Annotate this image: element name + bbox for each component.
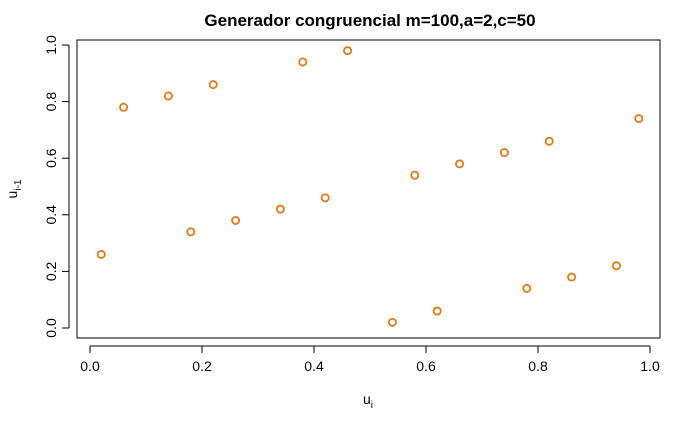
data-point <box>634 114 644 124</box>
data-point <box>231 215 241 225</box>
x-axis: 0.0 0.2 0.4 0.6 0.8 1.0 <box>80 345 660 374</box>
x-tick-label: 0.8 <box>528 358 548 374</box>
data-point <box>522 283 532 293</box>
data-point <box>567 272 577 282</box>
data-point <box>499 148 509 158</box>
data-points <box>96 46 644 327</box>
y-tick-label: 0.8 <box>43 92 59 112</box>
y-axis: 0.0 0.2 0.4 0.6 0.8 1.0 <box>43 35 70 338</box>
data-point <box>163 91 173 101</box>
data-point <box>611 261 621 271</box>
y-axis-label: ui-1 <box>4 179 24 198</box>
data-point <box>544 136 554 146</box>
data-point <box>455 159 465 169</box>
data-point <box>410 170 420 180</box>
x-axis-label: ui <box>363 391 373 411</box>
data-point <box>119 102 129 112</box>
x-tick-label: 0.6 <box>416 358 436 374</box>
data-point <box>432 306 442 316</box>
y-tick-label: 0.0 <box>43 318 59 338</box>
data-point <box>343 46 353 56</box>
y-tick-label: 0.2 <box>43 261 59 281</box>
x-tick-label: 0.4 <box>304 358 324 374</box>
x-tick-label: 0.2 <box>192 358 212 374</box>
chart-title: Generador congruencial m=100,a=2,c=50 <box>204 11 535 30</box>
data-point <box>208 80 218 90</box>
data-point <box>387 317 397 327</box>
x-tick-label: 1.0 <box>640 358 660 374</box>
y-tick-label: 0.4 <box>43 205 59 225</box>
data-point <box>96 249 106 259</box>
x-tick-label: 0.0 <box>80 358 100 374</box>
y-tick-label: 0.6 <box>43 148 59 168</box>
data-point <box>320 193 330 203</box>
data-point <box>298 57 308 67</box>
data-point <box>275 204 285 214</box>
data-point <box>186 227 196 237</box>
y-tick-label: 1.0 <box>43 35 59 55</box>
plot-frame <box>76 39 661 339</box>
